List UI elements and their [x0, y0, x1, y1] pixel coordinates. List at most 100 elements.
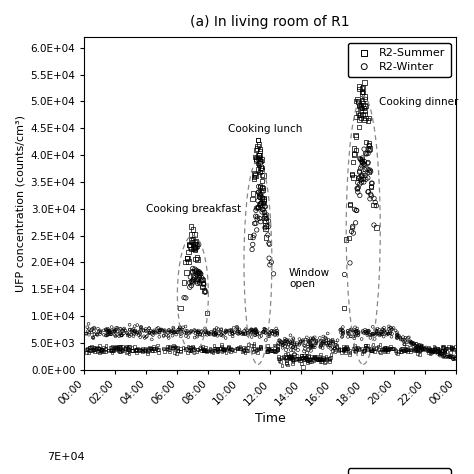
Point	[428, 347, 435, 355]
Point	[344, 327, 352, 335]
Point	[295, 341, 303, 349]
Point	[366, 166, 374, 174]
Point	[239, 343, 247, 351]
Point	[401, 341, 408, 348]
Point	[185, 241, 193, 248]
Point	[430, 346, 438, 353]
Point	[413, 347, 421, 355]
Point	[390, 345, 398, 352]
Point	[273, 325, 280, 332]
Point	[298, 360, 305, 367]
Point	[193, 277, 201, 285]
Point	[438, 346, 446, 354]
Point	[308, 342, 315, 350]
Point	[251, 331, 259, 339]
Point	[262, 329, 269, 337]
Point	[376, 349, 384, 356]
Point	[197, 344, 204, 351]
Point	[361, 95, 369, 103]
Point	[104, 325, 111, 332]
Point	[373, 328, 380, 336]
Point	[192, 347, 200, 355]
Point	[387, 324, 395, 331]
Point	[182, 294, 190, 302]
Point	[369, 341, 377, 348]
Point	[191, 329, 199, 337]
Point	[410, 340, 417, 348]
Point	[353, 185, 361, 192]
Point	[90, 343, 98, 351]
Point	[442, 344, 450, 352]
Point	[418, 341, 425, 349]
Point	[261, 213, 269, 220]
Point	[350, 342, 358, 350]
Point	[348, 327, 356, 334]
Y-axis label: UFP concentration (counts/cm³): UFP concentration (counts/cm³)	[15, 115, 25, 292]
Point	[319, 355, 327, 363]
Point	[224, 345, 231, 352]
Point	[167, 328, 174, 336]
Point	[201, 287, 208, 294]
Point	[359, 111, 366, 118]
Point	[150, 345, 157, 352]
Point	[270, 270, 277, 278]
Point	[256, 183, 264, 191]
Point	[165, 348, 173, 356]
Point	[177, 344, 184, 352]
Point	[102, 326, 110, 333]
Point	[255, 204, 262, 211]
Point	[438, 350, 445, 358]
Point	[285, 340, 292, 348]
Point	[220, 346, 228, 353]
Point	[262, 234, 270, 241]
Point	[358, 97, 366, 104]
Point	[107, 329, 114, 337]
Point	[174, 326, 182, 334]
Point	[185, 241, 192, 249]
Point	[217, 345, 224, 353]
Point	[252, 172, 259, 179]
Point	[201, 343, 209, 351]
Point	[348, 228, 356, 235]
Point	[282, 346, 290, 354]
Point	[426, 348, 433, 356]
Point	[372, 345, 380, 352]
Point	[407, 338, 415, 346]
Point	[209, 348, 217, 356]
Point	[393, 334, 401, 342]
Point	[256, 201, 264, 209]
Point	[393, 330, 401, 338]
Point	[117, 345, 124, 352]
Point	[201, 328, 209, 336]
Point	[84, 346, 91, 354]
Point	[132, 346, 139, 354]
Point	[212, 329, 219, 337]
Point	[291, 339, 298, 346]
Point	[433, 347, 440, 355]
Point	[210, 328, 217, 336]
Point	[237, 345, 244, 352]
Point	[286, 338, 294, 346]
Point	[256, 168, 264, 175]
Point	[368, 180, 376, 187]
Point	[322, 353, 330, 361]
Point	[267, 344, 275, 352]
Point	[264, 231, 272, 239]
Point	[310, 343, 317, 351]
Point	[379, 346, 387, 354]
Point	[153, 325, 161, 333]
Point	[277, 358, 284, 365]
Point	[149, 329, 157, 337]
Point	[407, 346, 414, 354]
Point	[229, 346, 237, 353]
Point	[96, 349, 103, 356]
Point	[255, 151, 263, 159]
Point	[194, 269, 202, 276]
Point	[282, 353, 290, 361]
Point	[131, 328, 138, 335]
Point	[89, 325, 96, 333]
Point	[407, 347, 414, 355]
Point	[374, 325, 382, 333]
Point	[367, 344, 375, 352]
Point	[339, 329, 347, 337]
